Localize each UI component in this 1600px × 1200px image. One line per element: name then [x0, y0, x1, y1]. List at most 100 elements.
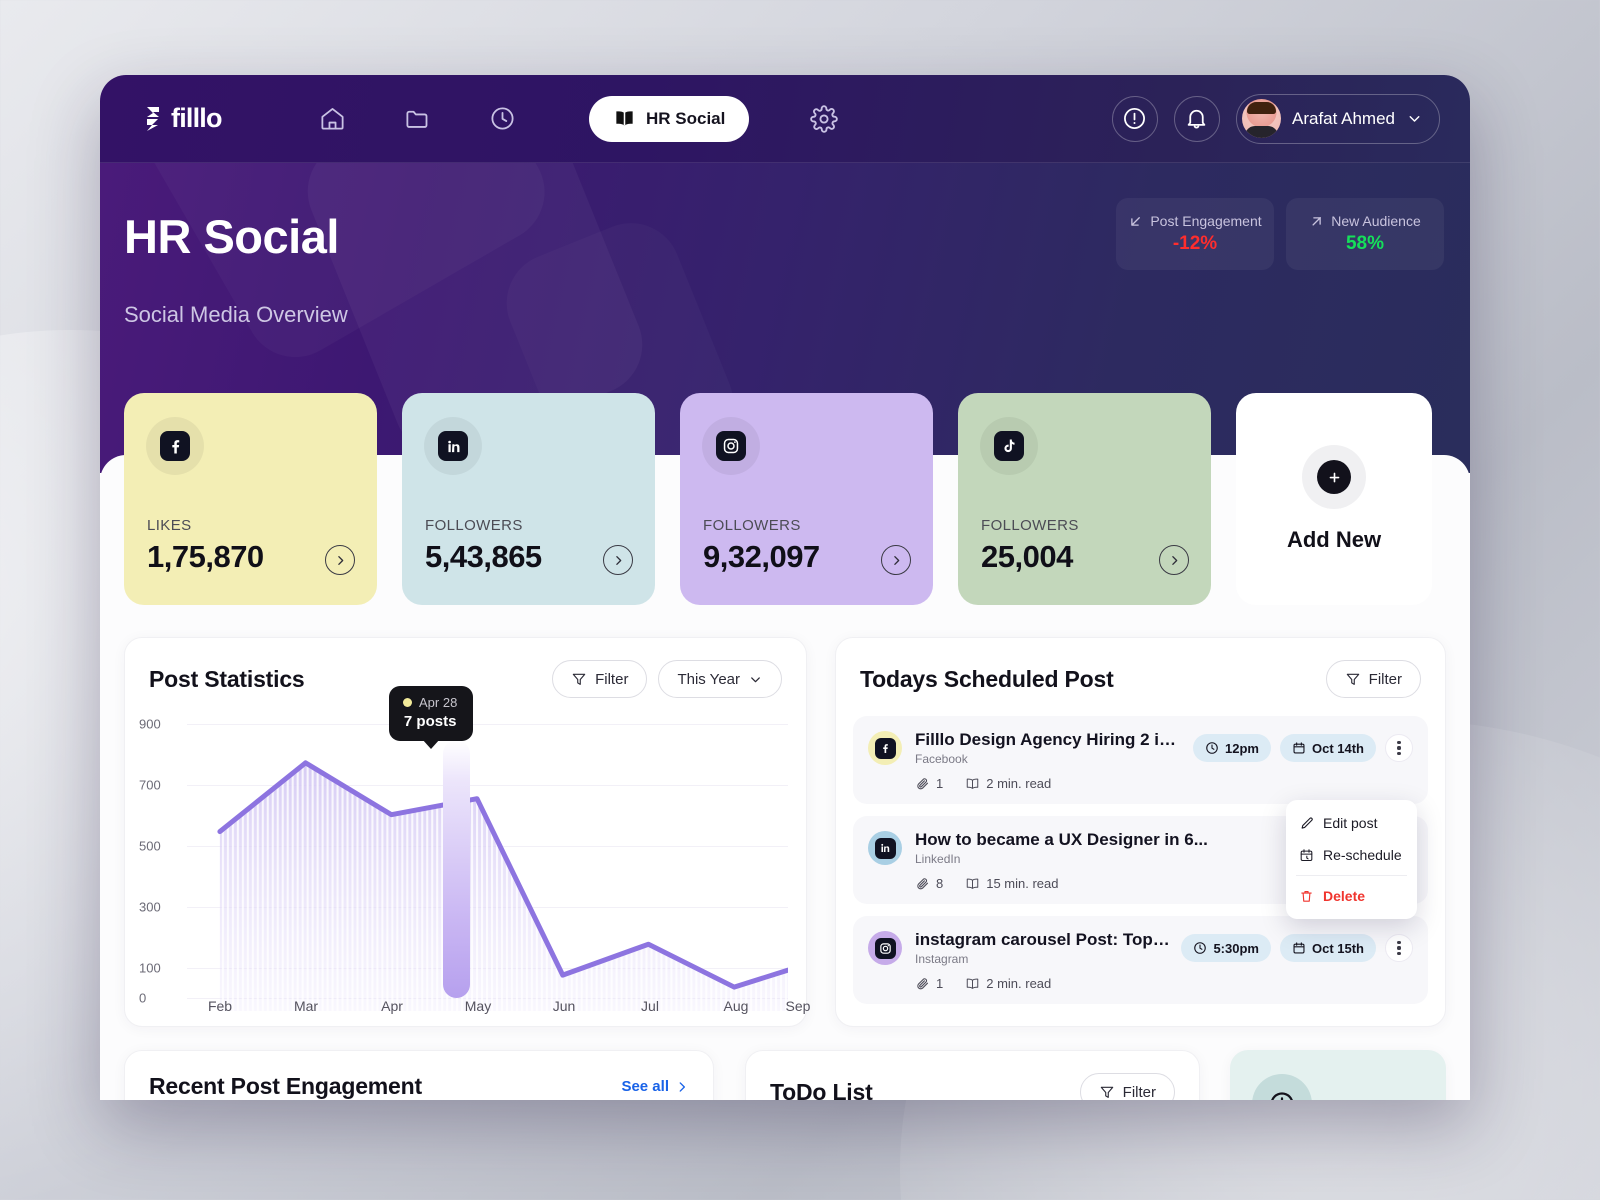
- chart-container: 900 700 500 300 100 0: [125, 686, 810, 1026]
- social-card-instagram[interactable]: FOLLOWERS 9,32,097: [680, 393, 933, 605]
- nav-tab-hr-social[interactable]: HR Social: [589, 95, 750, 142]
- panel-actions: Filter This Year: [552, 660, 782, 698]
- social-card-linkedin[interactable]: FOLLOWERS 5,43,865: [402, 393, 655, 605]
- stat-new-audience[interactable]: New Audience 58%: [1286, 198, 1444, 270]
- post-attachments: 1: [915, 776, 943, 791]
- nav-icon-group: [317, 104, 517, 134]
- post-date-tag[interactable]: Oct 15th: [1279, 934, 1376, 962]
- post-more-button[interactable]: [1385, 934, 1413, 962]
- card-label: FOLLOWERS: [981, 517, 1079, 534]
- logo-text: filllo: [171, 103, 222, 133]
- see-all-label: See all: [621, 1078, 669, 1095]
- menu-separator: [1296, 875, 1407, 876]
- page-subtitle: Social Media Overview: [124, 302, 348, 327]
- y-tick-0: 0: [139, 990, 147, 1006]
- panel-actions: Filter: [1325, 660, 1421, 698]
- post-more-button[interactable]: [1385, 734, 1413, 762]
- scheduled-post-item[interactable]: Filllo Design Agency Hiring 2 intern... …: [853, 716, 1428, 919]
- menu-item-delete[interactable]: Delete: [1286, 880, 1417, 912]
- social-card-facebook[interactable]: LIKES 1,75,870: [124, 393, 377, 605]
- reports-panel[interactable]: Reports: [1230, 1050, 1446, 1100]
- date-range-label: This Year: [677, 670, 740, 688]
- app-logo[interactable]: filllo: [126, 103, 301, 134]
- panel-header: Recent Post Engagement See all: [125, 1051, 713, 1100]
- alert-circle-icon[interactable]: [1111, 95, 1158, 142]
- filter-label: Filter: [1368, 670, 1402, 688]
- app-window: filllo HR Social: [100, 75, 1470, 1100]
- add-new-card[interactable]: Add New: [1236, 393, 1432, 605]
- post-time-tag[interactable]: 12pm: [1193, 734, 1271, 762]
- panel-title: Todays Scheduled Post: [860, 665, 1114, 692]
- social-card-tiktok[interactable]: FOLLOWERS 25,004: [958, 393, 1211, 605]
- clock-icon[interactable]: [487, 104, 517, 134]
- content-sheet: LIKES 1,75,870 FOLLOWERS 5,43,865: [100, 393, 1470, 1101]
- chevron-right-icon: [679, 1081, 686, 1092]
- filter-button[interactable]: Filter: [1325, 660, 1421, 698]
- stat-value: 58%: [1345, 233, 1385, 254]
- user-menu[interactable]: Arafat Ahmed: [1235, 93, 1440, 144]
- clock-icon: [1194, 942, 1207, 954]
- menu-item-reschedule[interactable]: Re-schedule: [1286, 839, 1417, 871]
- card-go-button[interactable]: [881, 545, 911, 575]
- book-open-icon: [616, 111, 633, 126]
- post-meta: 1 2 min. read: [915, 776, 1413, 791]
- home-icon[interactable]: [317, 104, 347, 134]
- arrow-down-left-icon: [1131, 216, 1141, 226]
- see-all-link[interactable]: See all: [621, 1078, 689, 1095]
- card-value: 1,75,870: [147, 539, 264, 574]
- scheduled-post-item[interactable]: instagram carousel Post: Top Plugins Ins…: [853, 916, 1428, 1004]
- post-text-block: Filllo Design Agency Hiring 2 intern... …: [915, 730, 1183, 766]
- post-network: Instagram: [915, 952, 969, 966]
- post-network-avatar: [868, 731, 902, 765]
- post-network-avatar: [868, 831, 902, 865]
- book-open-icon: [966, 878, 979, 889]
- card-go-button[interactable]: [325, 545, 355, 575]
- date-range-select[interactable]: This Year: [658, 660, 782, 698]
- add-new-circle: [1302, 445, 1366, 509]
- post-time: 5:30pm: [1213, 940, 1259, 956]
- book-open-icon: [966, 978, 979, 989]
- stat-post-engagement[interactable]: Post Engagement -12%: [1116, 198, 1274, 270]
- card-go-button[interactable]: [1159, 545, 1189, 575]
- chart-highlight-bar[interactable]: [443, 740, 470, 998]
- x-tick-apr: Apr: [381, 998, 403, 1014]
- post-time-tag[interactable]: 5:30pm: [1181, 934, 1271, 962]
- gridline-700: [187, 785, 788, 786]
- page-title: HR Social: [124, 210, 339, 263]
- filter-button[interactable]: Filter: [552, 660, 648, 698]
- card-label: FOLLOWERS: [703, 517, 801, 534]
- arrow-up-right-icon: [1312, 216, 1322, 226]
- post-main-row: Filllo Design Agency Hiring 2 intern... …: [868, 730, 1413, 766]
- post-meta: 1 2 min. read: [915, 976, 1413, 991]
- book-open-icon: [966, 778, 979, 789]
- chevron-right-icon: [893, 555, 899, 565]
- linkedin-icon: [874, 837, 896, 859]
- post-text-block: instagram carousel Post: Top Plugins Ins…: [915, 930, 1171, 966]
- post-title: Filllo Design Agency Hiring 2 intern...: [915, 730, 1184, 749]
- folder-icon[interactable]: [402, 104, 432, 134]
- edit-icon: [1301, 816, 1313, 829]
- post-date-tag[interactable]: Oct 14th: [1279, 734, 1376, 762]
- x-tick-feb: Feb: [207, 998, 233, 1014]
- post-title: How to became a UX Designer in 6...: [915, 830, 1208, 849]
- menu-label: Edit post: [1323, 815, 1378, 831]
- x-tick-may: May: [464, 998, 492, 1014]
- y-tick-900: 900: [139, 716, 161, 732]
- calendar-icon: [1293, 742, 1305, 754]
- gear-icon[interactable]: [809, 104, 839, 134]
- stat-label: New Audience: [1331, 213, 1421, 229]
- filter-button[interactable]: Filter: [1079, 1073, 1175, 1100]
- bell-icon[interactable]: [1173, 95, 1220, 142]
- post-network: Facebook: [915, 752, 968, 766]
- post-read-label: 2 min. read: [986, 976, 1052, 991]
- tiktok-icon: [994, 431, 1024, 461]
- filter-icon: [1346, 673, 1359, 685]
- card-go-button[interactable]: [603, 545, 633, 575]
- instagram-icon: [716, 431, 746, 461]
- calendar-icon: [1293, 942, 1305, 954]
- tooltip-dot-icon: [403, 698, 412, 707]
- tooltip-date: Apr 28: [419, 695, 458, 710]
- x-tick-aug: Aug: [723, 998, 749, 1014]
- menu-item-edit-post[interactable]: Edit post: [1286, 807, 1417, 839]
- panel-title: ToDo List: [770, 1078, 873, 1101]
